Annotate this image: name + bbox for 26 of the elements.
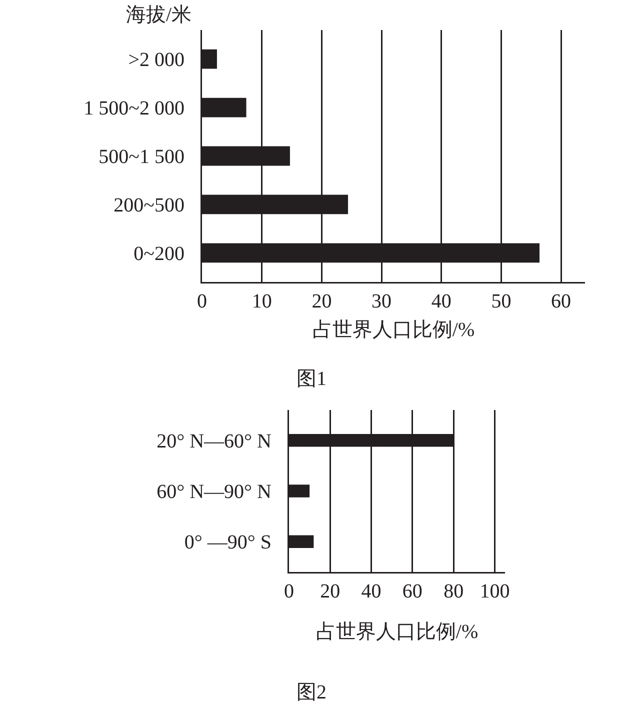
- y-axis-title: 海拔/米: [126, 4, 192, 26]
- x-tick-label: 30: [372, 290, 392, 312]
- x-tick-label: 80: [444, 580, 464, 602]
- y-tick-label: 0° —90° S: [184, 532, 272, 554]
- y-tick-label: >2 000: [128, 49, 184, 72]
- x-tick-label: 100: [480, 580, 510, 602]
- y-tick-label: 1 500~2 000: [84, 98, 184, 120]
- x-tick-label: 50: [491, 290, 512, 312]
- x-tick-label: 40: [431, 290, 452, 312]
- text: 图2: [296, 681, 326, 704]
- y-tick-label: 200~500: [114, 194, 184, 216]
- y-tick-label: 60° N—90° N: [156, 481, 272, 503]
- x-tick-label: 0: [197, 290, 207, 312]
- y-tick-label: 20° N—60° N: [156, 430, 272, 452]
- x-tick-label: 20: [320, 580, 340, 602]
- x-tick-label: 20: [312, 290, 332, 312]
- text: 图1: [296, 368, 326, 390]
- x-tick-label: 40: [361, 580, 382, 602]
- x-axis-title: 占世界人口比例/%: [316, 620, 478, 643]
- y-tick-label: 500~1 500: [98, 146, 184, 168]
- x-axis-title: 占世界人口比例/%: [312, 318, 475, 341]
- x-tick-label: 60: [402, 580, 422, 602]
- x-tick-label: 10: [252, 290, 272, 312]
- x-tick-label: 0: [284, 580, 294, 602]
- y-tick-label: 0~200: [134, 242, 184, 265]
- x-tick-label: 60: [551, 290, 572, 312]
